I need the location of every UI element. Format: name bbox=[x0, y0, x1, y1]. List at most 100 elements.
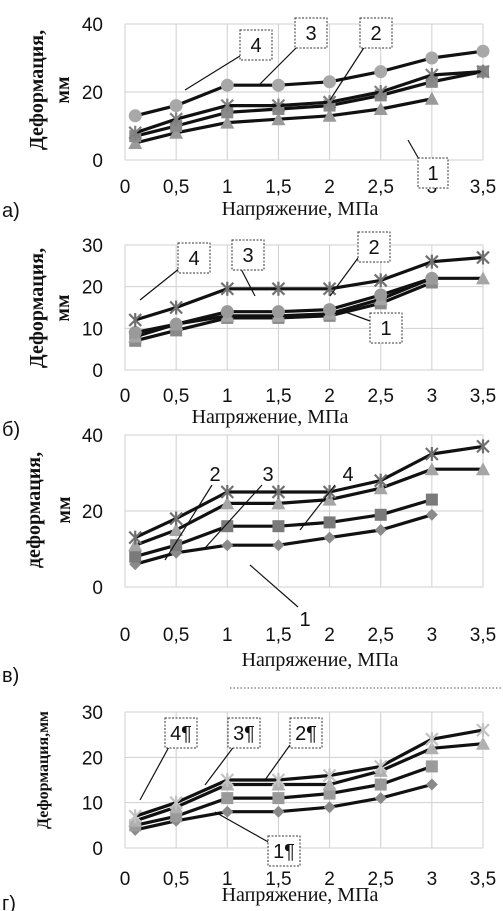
callout-leader bbox=[164, 484, 213, 561]
series-4 bbox=[128, 44, 490, 123]
y-axis-label-line: Деформация, bbox=[26, 248, 48, 368]
data-point bbox=[476, 723, 490, 738]
series-label: 2 bbox=[209, 464, 220, 486]
callout-leader bbox=[214, 811, 271, 844]
data-point bbox=[220, 773, 235, 787]
data-point bbox=[374, 508, 387, 521]
callout-leader bbox=[329, 257, 359, 297]
y-axis-label-line: Деформация, bbox=[26, 30, 48, 150]
x-tick-label: 3 bbox=[427, 386, 438, 407]
data-point bbox=[221, 805, 234, 818]
data-point bbox=[424, 741, 439, 755]
data-point bbox=[373, 85, 388, 99]
y-tick-label: 40 bbox=[82, 426, 103, 447]
x-tick-label: 0,5 bbox=[163, 625, 189, 646]
series-label: 1 bbox=[380, 318, 391, 340]
data-point bbox=[221, 520, 234, 533]
data-point bbox=[220, 78, 234, 92]
series-line bbox=[134, 444, 484, 540]
data-point bbox=[271, 305, 285, 319]
callout-leader bbox=[139, 744, 171, 801]
series-2 bbox=[129, 493, 438, 563]
data-point bbox=[220, 281, 235, 296]
x-tick-label: 2,5 bbox=[368, 386, 394, 407]
chart-panel-2: 0 0,5 1 1,5 2 2,5 3 3,5 0 10 20 30 1 2 3 4 Деформация, мм… bbox=[2, 231, 496, 441]
data-point bbox=[373, 481, 388, 495]
data-point bbox=[169, 112, 183, 127]
data-point bbox=[169, 125, 184, 139]
callout-box bbox=[289, 717, 323, 749]
data-point bbox=[271, 773, 286, 787]
series-label: 3 bbox=[262, 464, 273, 486]
data-point bbox=[322, 281, 337, 296]
data-point bbox=[272, 805, 285, 818]
callout-box bbox=[294, 17, 328, 49]
callout-box bbox=[267, 835, 301, 867]
data-point bbox=[272, 792, 285, 805]
callout-box bbox=[359, 17, 393, 49]
data-point bbox=[128, 109, 142, 123]
data-point bbox=[424, 91, 439, 105]
callout-leader bbox=[249, 564, 299, 608]
data-point bbox=[425, 271, 439, 285]
y-axis-label-line: Деформация,мм bbox=[35, 711, 52, 829]
chart-panel-4: 0 0,5 1 1,5 2 2,5 3 3,5 0 10 20 30 1¶ 2¶ 3¶ 4¶ Деформаци… bbox=[2, 703, 496, 911]
x-tick-label: 3 bbox=[427, 625, 438, 646]
series-line bbox=[134, 728, 484, 818]
y-tick-label: 20 bbox=[82, 502, 103, 523]
data-point bbox=[323, 531, 336, 544]
panel-label: а) bbox=[2, 200, 20, 222]
callout-leader bbox=[329, 45, 366, 101]
series-3 bbox=[128, 64, 490, 140]
x-axis-label: Напряжение, МПа bbox=[192, 406, 349, 428]
data-point bbox=[374, 288, 388, 302]
callout-leader bbox=[184, 55, 241, 91]
x-tick-label: 2 bbox=[324, 177, 335, 198]
callout-box bbox=[369, 312, 403, 344]
x-tick-label: 1,5 bbox=[265, 869, 291, 890]
data-point bbox=[323, 303, 337, 317]
data-point bbox=[128, 136, 143, 149]
x-tick-label: 2,5 bbox=[368, 625, 394, 646]
y-tick-label: 40 bbox=[82, 15, 103, 36]
data-point bbox=[128, 530, 143, 545]
data-point bbox=[220, 115, 235, 129]
data-point bbox=[322, 108, 337, 122]
data-point bbox=[271, 98, 286, 113]
y-axis-label: Деформация,мм bbox=[26, 30, 74, 150]
x-tick-label: 1 bbox=[222, 386, 233, 407]
data-point bbox=[323, 75, 337, 89]
data-point bbox=[271, 485, 286, 499]
data-point bbox=[169, 300, 183, 315]
data-point bbox=[129, 550, 142, 563]
data-point bbox=[322, 492, 337, 506]
y-tick-label: 10 bbox=[82, 794, 103, 815]
callout-leader bbox=[239, 266, 256, 297]
data-point bbox=[220, 98, 235, 113]
series-label: 2 bbox=[368, 237, 379, 259]
data-point bbox=[374, 524, 387, 536]
x-tick-label: 0 bbox=[120, 177, 131, 198]
data-point bbox=[373, 473, 388, 488]
data-point bbox=[170, 810, 183, 823]
x-tick-label: 0,5 bbox=[163, 177, 189, 198]
y-tick-label: 0 bbox=[92, 578, 103, 599]
series-3 bbox=[128, 271, 439, 339]
data-point bbox=[476, 462, 490, 476]
x-tick-label: 3,5 bbox=[470, 177, 496, 198]
series-line bbox=[134, 742, 484, 823]
data-point bbox=[373, 273, 388, 288]
series-label: 2¶ bbox=[295, 723, 317, 745]
x-tick-label: 0,5 bbox=[163, 386, 189, 407]
series-label: 3 bbox=[242, 245, 253, 267]
y-tick-label: 20 bbox=[82, 748, 103, 769]
data-point bbox=[476, 250, 490, 265]
x-tick-label: 1,5 bbox=[265, 625, 291, 646]
data-point bbox=[425, 68, 439, 82]
y-axis-label: Деформация,мм bbox=[35, 711, 52, 829]
series-label: 1 bbox=[299, 609, 310, 631]
data-point bbox=[476, 64, 490, 79]
x-tick-label: 1 bbox=[222, 869, 233, 890]
data-point bbox=[272, 520, 285, 533]
